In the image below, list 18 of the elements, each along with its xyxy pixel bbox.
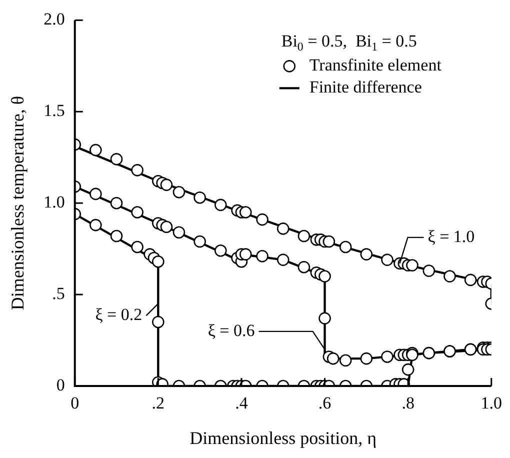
legend-label: Finite difference bbox=[309, 78, 422, 97]
annotation: ξ = 1.0 bbox=[428, 226, 475, 246]
x-tick-label: .8 bbox=[402, 394, 414, 413]
y-tick-label: 0 bbox=[56, 375, 65, 394]
annotation: ξ = 0.6 bbox=[208, 320, 255, 340]
x-tick-label: .6 bbox=[318, 394, 332, 413]
y-axis-title: Dimensionless temperature, θ bbox=[8, 96, 28, 310]
y-tick-label: 1.5 bbox=[44, 101, 65, 120]
x-tick-label: .2 bbox=[152, 394, 165, 413]
y-tick-label: 2.0 bbox=[44, 10, 65, 29]
x-axis-title: Dimensionless position, η bbox=[190, 428, 377, 448]
x-tick-label: .4 bbox=[235, 394, 248, 413]
y-tick-label: 1.0 bbox=[44, 192, 65, 212]
legend-label: Transfinite element bbox=[309, 56, 442, 75]
annotation: ξ = 0.2 bbox=[95, 305, 142, 324]
x-tick-label: 1.0 bbox=[480, 394, 502, 413]
x-tick-label: 0 bbox=[70, 394, 80, 413]
y-tick-label: .5 bbox=[52, 284, 65, 304]
